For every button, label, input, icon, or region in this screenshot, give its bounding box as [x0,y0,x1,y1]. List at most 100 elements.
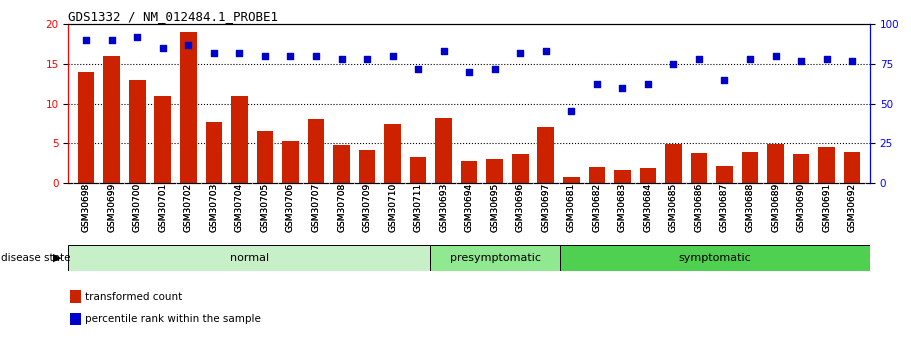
Text: GSM30699: GSM30699 [107,183,117,232]
Text: GSM30696: GSM30696 [516,183,525,232]
Bar [206,122,222,183]
Text: GSM30693: GSM30693 [439,183,448,232]
Text: GSM30691: GSM30691 [822,183,831,232]
Text: GSM30707: GSM30707 [312,183,321,232]
Text: GSM30699: GSM30699 [107,183,117,232]
Point [232,50,247,56]
Text: GSM30681: GSM30681 [567,183,576,232]
Text: GSM30687: GSM30687 [720,183,729,232]
Text: GSM30700: GSM30700 [133,183,142,232]
Bar [512,154,528,183]
Text: GSM30711: GSM30711 [414,183,423,232]
Text: percentile rank within the sample: percentile rank within the sample [85,314,261,324]
Bar [844,152,860,183]
Text: GSM30704: GSM30704 [235,183,244,232]
Bar [155,96,171,183]
Text: GSM30709: GSM30709 [363,183,372,232]
Point [538,48,553,54]
Point [156,45,170,51]
Point [513,50,527,56]
Point [742,56,757,62]
Text: GSM30687: GSM30687 [720,183,729,232]
Text: GSM30705: GSM30705 [261,183,270,232]
Bar [640,168,656,183]
Text: GSM30689: GSM30689 [771,183,780,232]
Bar [435,118,452,183]
Text: GSM30711: GSM30711 [414,183,423,232]
Bar [614,170,630,183]
Bar [767,144,783,183]
Point [768,53,783,59]
Bar [129,80,146,183]
Text: GSM30694: GSM30694 [465,183,474,232]
Text: GSM30696: GSM30696 [516,183,525,232]
Bar [70,313,81,325]
Point [640,82,655,87]
Bar [559,245,870,271]
Point [385,53,400,59]
Bar [180,32,197,183]
Text: GSM30695: GSM30695 [490,183,499,232]
Text: GSM30710: GSM30710 [388,183,397,232]
Text: GSM30703: GSM30703 [210,183,219,232]
Bar [231,96,248,183]
Point [819,56,834,62]
Text: GSM30686: GSM30686 [694,183,703,232]
Point [258,53,272,59]
Text: GSM30692: GSM30692 [847,183,856,232]
Point [283,53,298,59]
Point [564,109,578,114]
Text: GSM30706: GSM30706 [286,183,295,232]
Point [334,56,349,62]
Text: GSM30685: GSM30685 [669,183,678,232]
Bar [282,141,299,183]
Text: GSM30704: GSM30704 [235,183,244,232]
Text: GSM30685: GSM30685 [669,183,678,232]
Text: GSM30686: GSM30686 [694,183,703,232]
Text: GSM30683: GSM30683 [618,183,627,232]
Bar [486,159,503,183]
Text: GSM30695: GSM30695 [490,183,499,232]
Text: GSM30708: GSM30708 [337,183,346,232]
Bar [589,167,605,183]
Bar [537,127,554,183]
Bar [691,154,707,183]
Text: disease state: disease state [1,253,70,263]
Text: ▶: ▶ [53,253,61,263]
Point [411,66,425,71]
Point [181,42,196,48]
Text: GSM30688: GSM30688 [745,183,754,232]
Text: GSM30690: GSM30690 [796,183,805,232]
Point [691,56,706,62]
Text: GSM30683: GSM30683 [618,183,627,232]
Text: GSM30702: GSM30702 [184,183,193,232]
Bar [104,56,120,183]
Text: GSM30684: GSM30684 [643,183,652,232]
Point [589,82,604,87]
Bar [742,152,758,183]
Point [462,69,476,75]
Text: GSM30706: GSM30706 [286,183,295,232]
Text: GSM30692: GSM30692 [847,183,856,232]
Point [105,37,119,43]
Text: transformed count: transformed count [85,292,182,302]
Point [666,61,681,67]
Bar [68,245,430,271]
Bar [70,290,81,303]
Text: GSM30701: GSM30701 [159,183,168,232]
Text: GSM30682: GSM30682 [592,183,601,232]
Text: GSM30698: GSM30698 [82,183,91,232]
Text: GSM30690: GSM30690 [796,183,805,232]
Point [793,58,808,63]
Bar [563,177,579,183]
Bar [257,131,273,183]
Text: GSM30701: GSM30701 [159,183,168,232]
Text: GSM30705: GSM30705 [261,183,270,232]
Text: GSM30691: GSM30691 [822,183,831,232]
Point [717,77,732,82]
Bar [818,147,834,183]
Bar [308,119,324,183]
Text: GDS1332 / NM_012484.1_PROBE1: GDS1332 / NM_012484.1_PROBE1 [68,10,279,23]
Bar [384,124,401,183]
Text: GSM30689: GSM30689 [771,183,780,232]
